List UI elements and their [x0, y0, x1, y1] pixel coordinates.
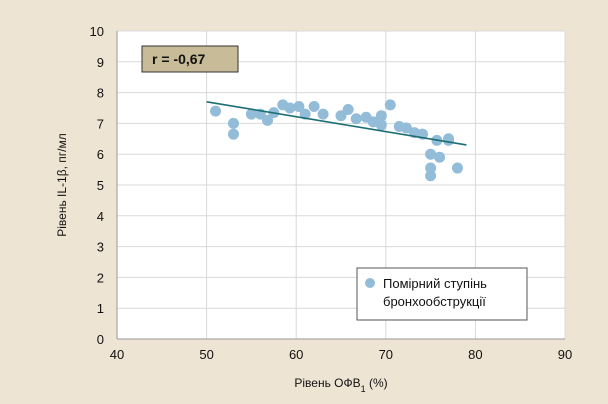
x-axis-label-main: Рівень ОФВ [294, 376, 360, 390]
x-tick-label: 80 [468, 347, 482, 362]
x-tick-label: 40 [110, 347, 124, 362]
y-tick-label: 1 [97, 301, 104, 316]
data-points [210, 99, 463, 182]
data-point [262, 114, 274, 126]
legend-label-line-2: бронхообструкції [383, 294, 486, 309]
annotation-box [141, 45, 239, 73]
x-tick-labels: 40 50 60 70 80 90 [110, 347, 572, 362]
x-tick-label: 50 [199, 347, 213, 362]
data-point [375, 119, 387, 131]
data-point [434, 151, 446, 163]
x-axis-label-subscript: 1 [361, 384, 366, 394]
y-tick-label: 5 [97, 178, 104, 193]
y-tick-labels: 0 1 2 3 4 5 6 7 8 9 10 [90, 24, 104, 347]
data-point [293, 100, 305, 112]
trendline [206, 101, 467, 146]
y-tick-label: 4 [97, 209, 104, 224]
data-point [400, 122, 412, 134]
data-point [425, 148, 437, 160]
data-point [210, 105, 222, 117]
legend-box [356, 267, 528, 321]
annotation-text: r = -0,67 [152, 51, 206, 67]
x-tick-label: 60 [289, 347, 303, 362]
legend: Помірний ступінь бронхообструкції [356, 267, 528, 321]
legend-marker [365, 278, 375, 288]
data-point [308, 100, 320, 112]
data-point [335, 110, 347, 122]
y-tick-label: 8 [97, 86, 104, 101]
data-point [425, 170, 437, 182]
x-axis-label: Рівень ОФВ1 (%) [294, 376, 387, 394]
data-point [384, 99, 396, 111]
data-point [227, 117, 239, 129]
axes [116, 31, 565, 340]
data-point [342, 104, 354, 116]
y-axis-label: Рівень IL-1β, пг/мл [55, 133, 69, 237]
y-tick-label: 3 [97, 240, 104, 255]
data-point [284, 102, 296, 114]
y-tick-label: 7 [97, 116, 104, 131]
x-tick-label: 70 [379, 347, 393, 362]
y-tick-label: 0 [97, 332, 104, 347]
x-tick-label: 90 [558, 347, 572, 362]
y-tick-label: 10 [90, 24, 104, 39]
data-point [375, 110, 387, 122]
data-point [425, 162, 437, 174]
data-point [317, 108, 329, 120]
data-point [451, 162, 463, 174]
y-tick-label: 2 [97, 270, 104, 285]
correlation-annotation: r = -0,67 [141, 45, 239, 73]
y-tick-label: 9 [97, 55, 104, 70]
data-point [350, 113, 362, 125]
data-point [299, 108, 311, 120]
data-point [227, 128, 239, 140]
data-point [245, 108, 257, 120]
x-axis-label-suffix: (%) [366, 376, 388, 390]
y-tick-label: 6 [97, 147, 104, 162]
legend-label-line-1: Помірний ступінь [383, 276, 487, 291]
data-point [443, 134, 455, 146]
